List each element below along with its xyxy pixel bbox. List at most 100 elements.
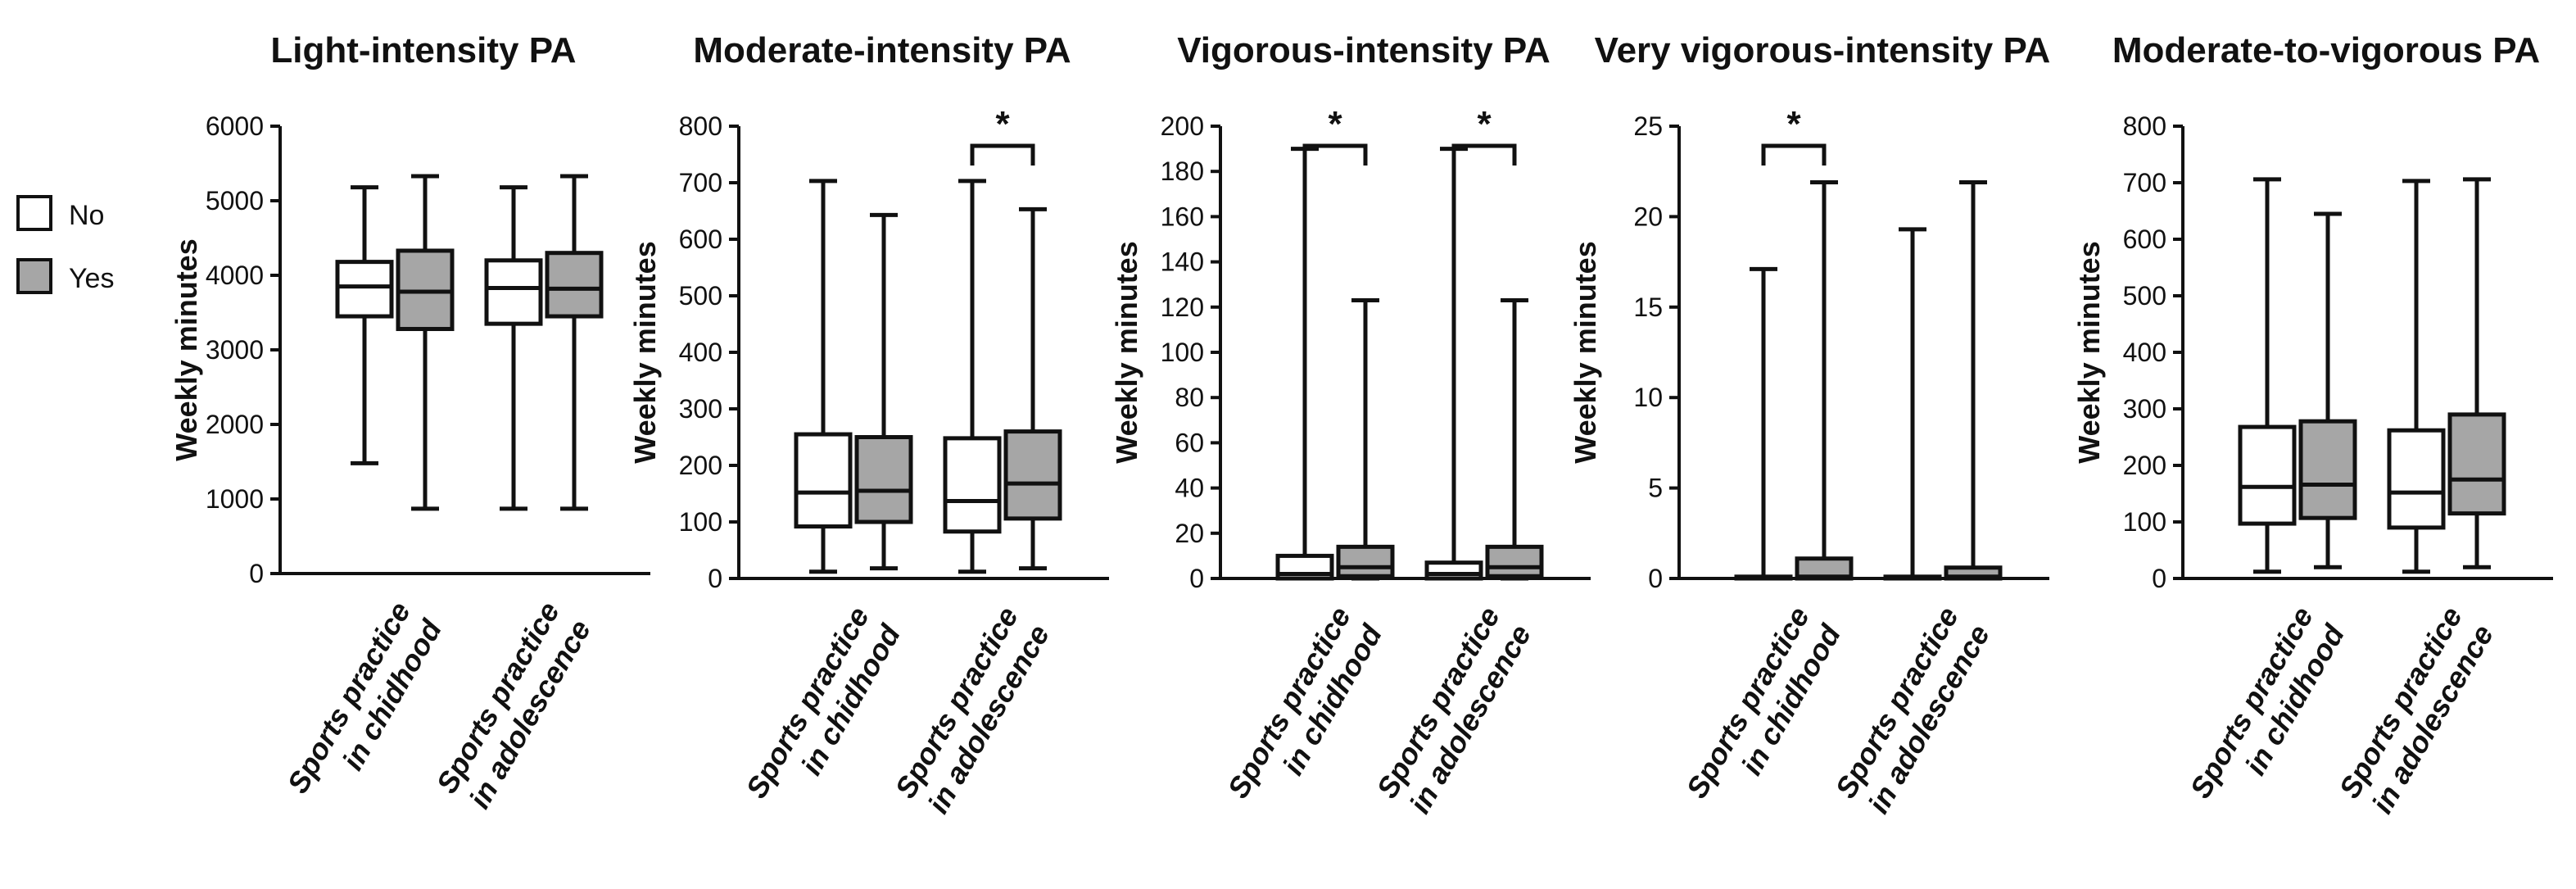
y-tick-label: 200 [679, 451, 722, 480]
bracket-line [1761, 143, 1827, 166]
legend-swatch-yes [16, 258, 52, 294]
box-iqr [1336, 544, 1395, 578]
y-tick-label: 200 [1161, 111, 1204, 141]
box-yes-1 [1795, 179, 1854, 581]
box-no-2 [1424, 147, 1483, 581]
box-yes-1 [396, 174, 455, 511]
y-tick-label: 25 [1633, 111, 1663, 141]
significance-star: * [1328, 104, 1342, 144]
chart-panel-3: Vigorous-intensity PA Weekly minutes 0 20 40… [1110, 30, 1591, 822]
box-iqr [2298, 419, 2357, 520]
y-tick-label: 2000 [206, 410, 264, 439]
box-yes-1 [2298, 211, 2357, 569]
significance-bracket: * [970, 104, 1035, 166]
box-iqr [794, 432, 853, 529]
category-label: Sports practicein chidhood [739, 601, 907, 822]
box-iqr [545, 251, 604, 319]
y-tick-label: 5000 [206, 186, 264, 215]
y-tick-label: 700 [679, 168, 722, 197]
box-iqr [2447, 412, 2506, 516]
y-tick-label: 1000 [206, 484, 264, 514]
y-tick-label: 600 [679, 225, 722, 254]
y-tick-label: 140 [1161, 247, 1204, 277]
y-tick-label: 0 [1189, 564, 1204, 593]
box-iqr [2238, 424, 2297, 526]
y-tick-label: 4000 [206, 261, 264, 290]
bracket-line [1451, 143, 1517, 166]
category-label: Sports practicein adolescence [888, 601, 1056, 822]
box-no-1 [794, 179, 853, 574]
category-label: Sports practicein adolescence [1369, 601, 1537, 822]
y-tick-label: 120 [1161, 293, 1204, 322]
y-tick-label: 180 [1161, 156, 1204, 186]
box-yes-2 [1944, 179, 2003, 581]
y-tick-label: 500 [679, 281, 722, 311]
y-tick-label: 6000 [206, 111, 264, 141]
box-iqr [854, 435, 913, 524]
y-tick-label: 100 [2123, 507, 2166, 537]
y-axis-label: Weekly minutes [170, 238, 203, 460]
box-iqr [484, 258, 543, 326]
box-yes-2 [545, 174, 604, 511]
chart-panel-5: Moderate-to-vigorous PA Weekly minutes 0 10… [2072, 30, 2553, 822]
box-yes-1 [1336, 298, 1395, 581]
chart-title: Light-intensity PA [270, 30, 576, 70]
y-tick-label: 700 [2123, 168, 2166, 197]
y-tick-label: 0 [2152, 564, 2166, 593]
legend: No Yes [16, 195, 114, 294]
y-tick-label: 0 [1648, 564, 1663, 593]
y-tick-label: 60 [1175, 428, 1204, 457]
category-label: Sports practicein adolescence [2332, 601, 2500, 822]
box-yes-2 [1003, 206, 1062, 571]
significance-bracket: * [1302, 104, 1368, 166]
box-yes-2 [2447, 177, 2506, 569]
significance-star: * [1477, 104, 1492, 144]
category-label: Sports practicein adolescence [1828, 601, 1996, 822]
y-tick-label: 80 [1175, 383, 1204, 412]
y-tick-label: 5 [1648, 474, 1663, 503]
y-axis-label: Weekly minutes [2072, 241, 2106, 463]
box-yes-1 [854, 212, 913, 571]
chart-title: Moderate-to-vigorous PA [2112, 30, 2540, 70]
box-no-1 [335, 185, 394, 465]
box-no-1 [1275, 147, 1334, 581]
y-tick-label: 0 [249, 559, 264, 588]
chart-title: Very vigorous-intensity PA [1595, 30, 2051, 70]
bracket-line [970, 143, 1035, 166]
category-label: Sports practicein adolescence [429, 596, 597, 817]
significance-star: * [1786, 104, 1801, 144]
box-iqr [335, 260, 394, 319]
box-no-2 [2387, 179, 2446, 574]
box-no-2 [943, 179, 1002, 574]
category-label: Sports practicein chidhood [2183, 601, 2351, 822]
y-tick-label: 400 [679, 338, 722, 367]
y-tick-label: 500 [2123, 281, 2166, 311]
y-axis-label: Weekly minutes [1110, 241, 1143, 463]
category-label: Sports practicein chidhood [1220, 601, 1388, 822]
y-tick-label: 600 [2123, 225, 2166, 254]
box-no-1 [1734, 266, 1793, 581]
y-tick-label: 0 [708, 564, 722, 593]
y-axis-label: Weekly minutes [628, 241, 662, 463]
y-tick-label: 300 [679, 394, 722, 424]
significance-bracket: * [1761, 104, 1827, 166]
y-tick-label: 800 [679, 111, 722, 141]
y-tick-label: 160 [1161, 202, 1204, 231]
y-tick-label: 100 [679, 507, 722, 537]
y-axis-label: Weekly minutes [1569, 241, 1602, 463]
box-no-2 [1883, 227, 1942, 581]
y-tick-label: 400 [2123, 338, 2166, 367]
y-tick-label: 100 [1161, 338, 1204, 367]
box-iqr [2387, 428, 2446, 530]
y-tick-label: 200 [2123, 451, 2166, 480]
y-tick-label: 3000 [206, 335, 264, 365]
significance-bracket: * [1451, 104, 1517, 166]
legend-swatch-no [16, 195, 52, 231]
chart-title: Moderate-intensity PA [693, 30, 1071, 70]
chart-title: Vigorous-intensity PA [1177, 30, 1551, 70]
y-tick-label: 40 [1175, 474, 1204, 503]
bracket-line [1302, 143, 1368, 166]
y-tick-label: 15 [1633, 293, 1663, 322]
box-yes-2 [1485, 298, 1544, 581]
